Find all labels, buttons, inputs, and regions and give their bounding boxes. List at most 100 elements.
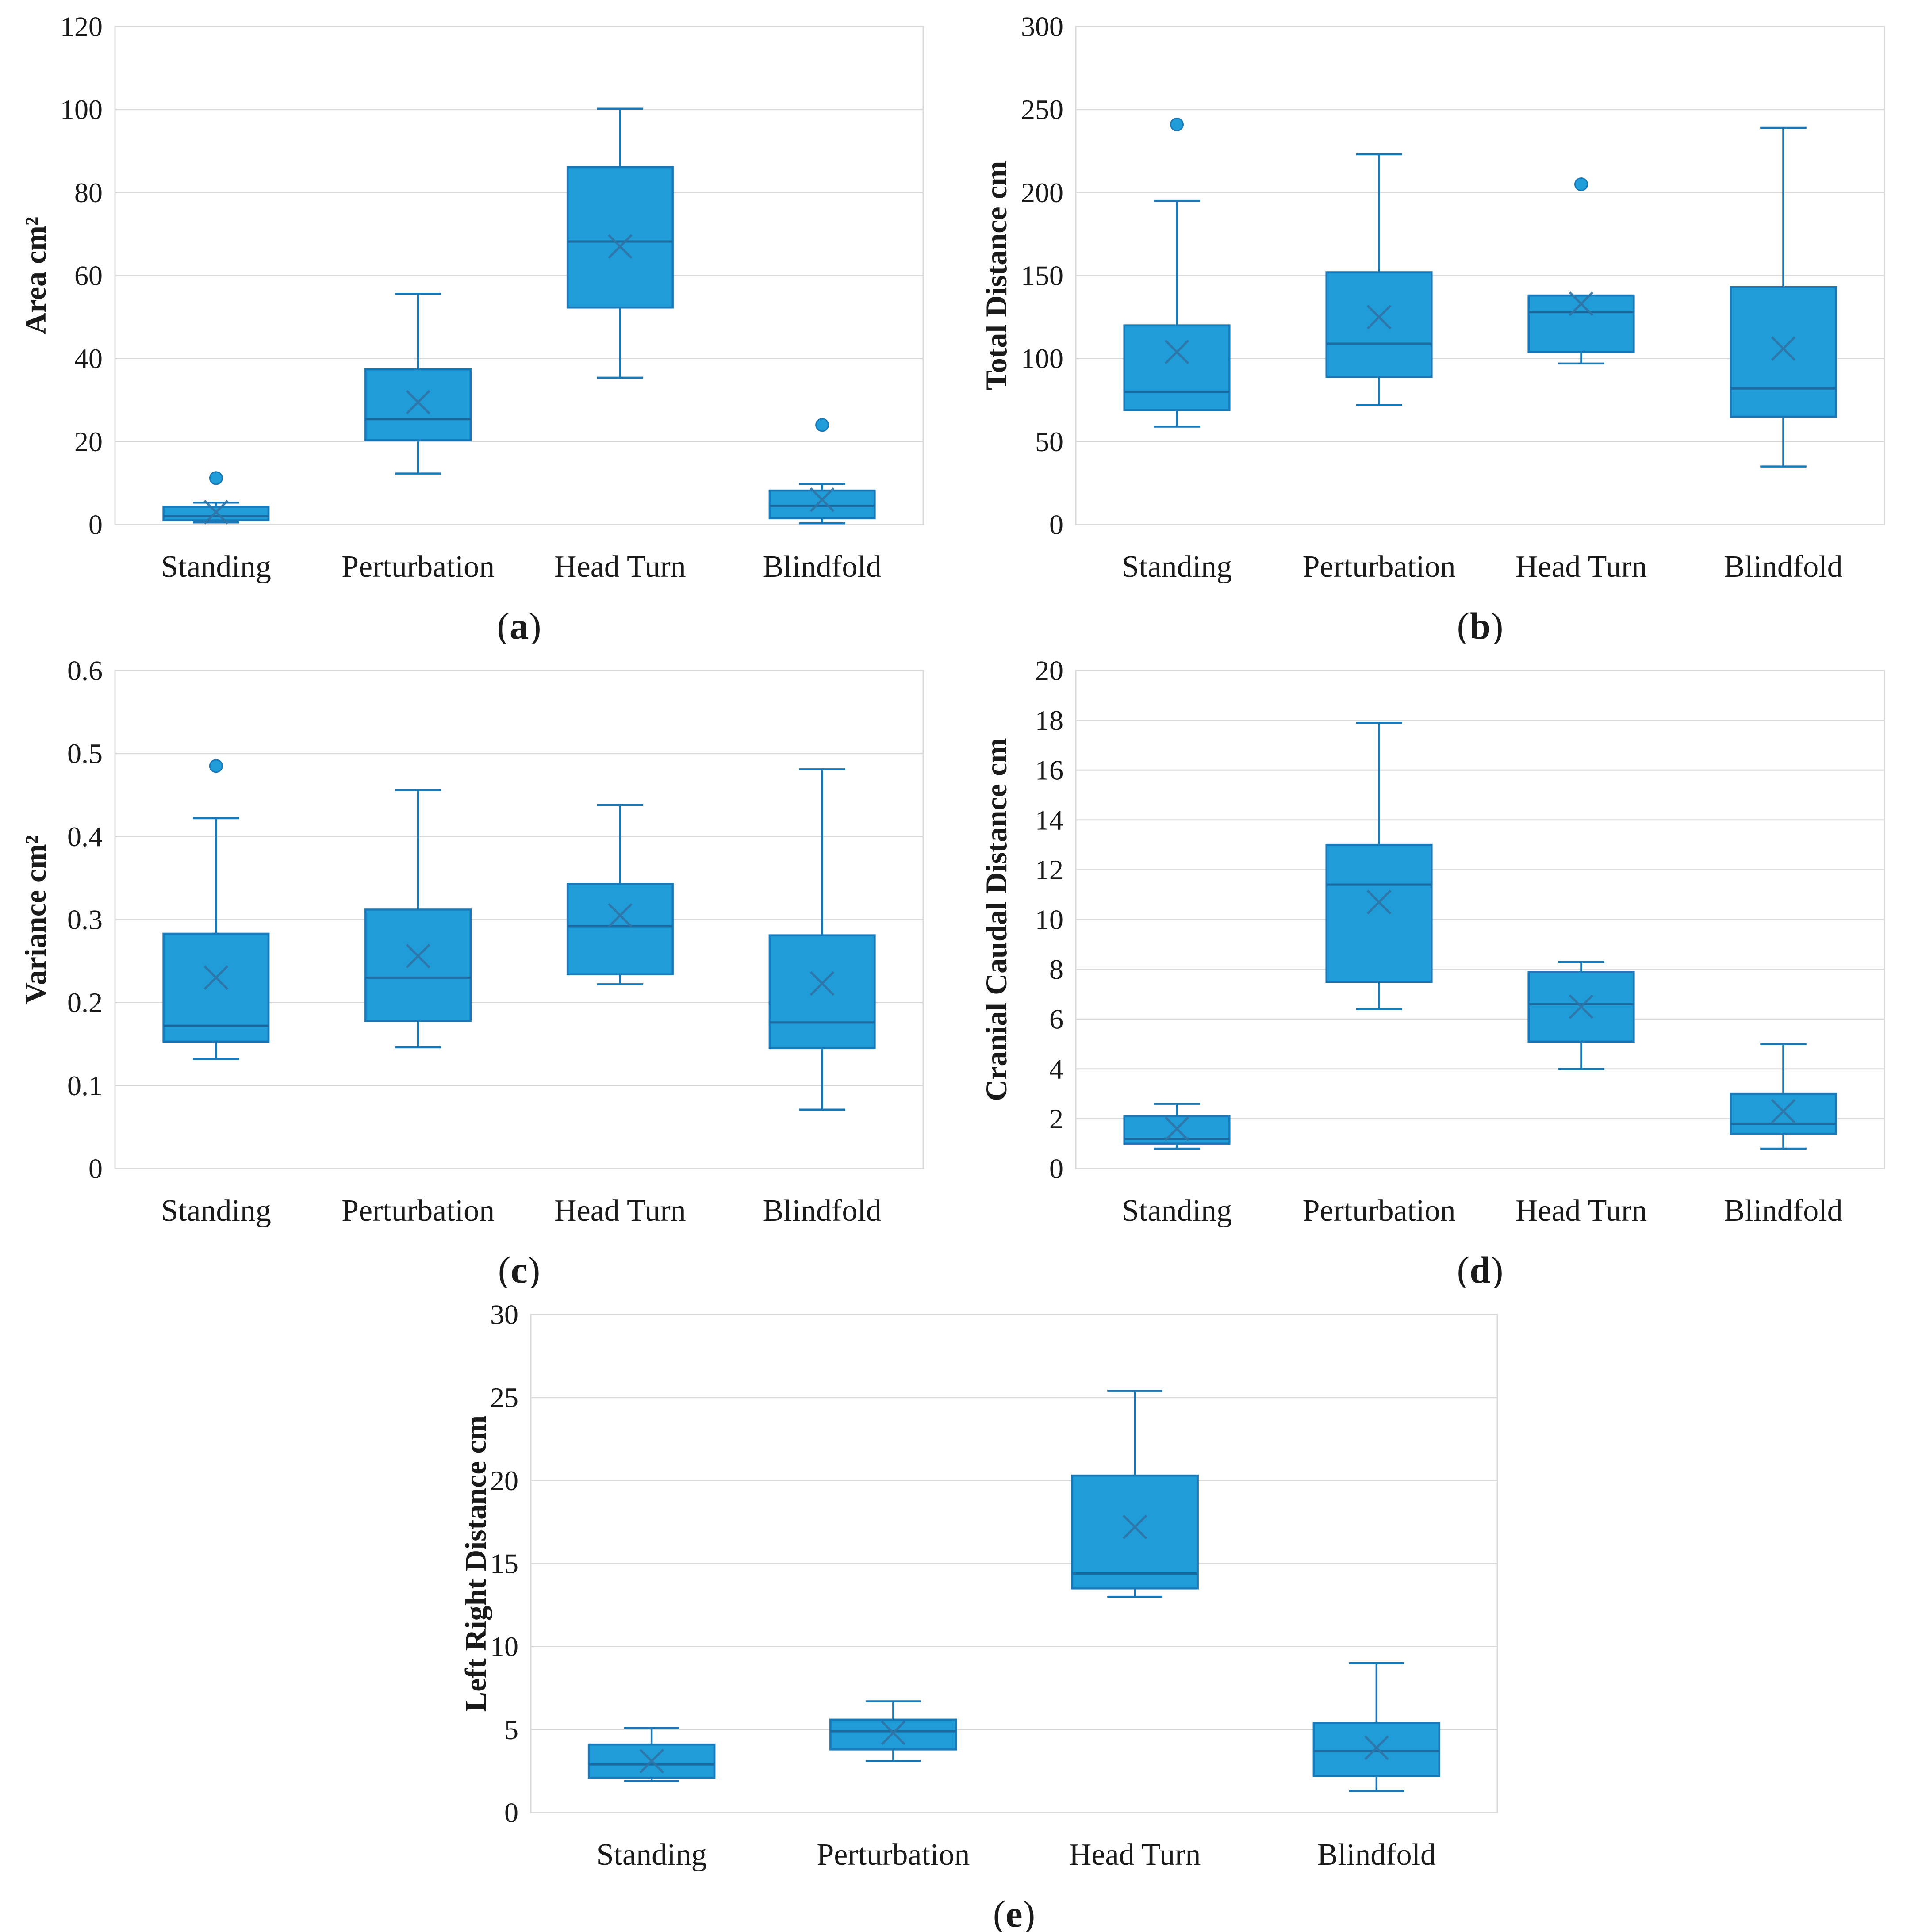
category-label: Blindfold xyxy=(1724,1194,1842,1228)
mean-marker xyxy=(406,943,430,969)
y-tick-label: 0 xyxy=(88,1153,103,1184)
box-rect xyxy=(1071,1474,1199,1590)
y-tick-label: 18 xyxy=(1035,705,1063,736)
y-tick-label: 200 xyxy=(1021,177,1063,208)
mean-marker xyxy=(1366,305,1392,330)
box-blindfold xyxy=(768,418,876,525)
category-label: Head Turn xyxy=(554,550,686,584)
box-perturbation xyxy=(364,293,472,475)
panel-caption: (c) xyxy=(498,1249,540,1288)
y-axis-title: Area cm² xyxy=(19,217,52,334)
y-tick-label: 0 xyxy=(1049,1153,1063,1184)
y-tick-label: 20 xyxy=(1035,655,1063,686)
y-tick-label: 4 xyxy=(1049,1053,1063,1085)
mean-marker xyxy=(203,965,229,990)
box-blindfold xyxy=(1730,126,1837,468)
mean-marker xyxy=(1366,889,1392,915)
mean-marker xyxy=(809,487,835,512)
box-rect xyxy=(1325,843,1433,983)
category-label: Perturbation xyxy=(1302,1194,1455,1228)
outlier-point xyxy=(1170,117,1184,131)
y-tick-label: 80 xyxy=(74,177,103,208)
y-tick-label: 6 xyxy=(1049,1004,1063,1035)
plot-border xyxy=(114,26,924,525)
category-label: Perturbation xyxy=(1302,550,1455,584)
chart-panel-a: 0 20 40 60 80 100 120 Area cm² Standing Perturbat… xyxy=(0,0,961,644)
box-head-turn xyxy=(1527,961,1635,1070)
chart-panel-d: 0 2 4 6 8 10 12 14 16 18 20 Cranial Caudal Distance… xyxy=(961,644,1922,1288)
plot-border xyxy=(1075,670,1885,1169)
category-label: Head Turn xyxy=(1515,1194,1647,1228)
box-rect xyxy=(162,932,270,1043)
box-head-turn xyxy=(1527,177,1635,365)
mean-marker xyxy=(406,390,430,414)
box-rect xyxy=(768,489,876,520)
y-tick-label: 0.6 xyxy=(67,655,103,686)
box-rect xyxy=(587,1743,716,1779)
y-axis-title: Variance cm² xyxy=(19,835,52,1004)
panel-caption: (a) xyxy=(497,605,541,644)
category-label: Standing xyxy=(161,1194,271,1228)
y-tick-label: 8 xyxy=(1049,954,1063,985)
mean-marker xyxy=(1122,1514,1147,1540)
box-head-turn xyxy=(1071,1390,1199,1598)
y-tick-label: 0.3 xyxy=(67,904,103,935)
mean-marker xyxy=(809,971,835,996)
plot-border xyxy=(530,1314,1498,1813)
chart-panel-e: 0 5 10 15 20 25 30 Left Right Distance cm Standi… xyxy=(442,1288,1504,1932)
box-rect xyxy=(1312,1722,1441,1777)
box-perturbation xyxy=(829,1700,957,1762)
outlier-point xyxy=(209,471,223,485)
y-tick-label: 0.4 xyxy=(67,821,103,852)
chart-panel-c: 0 0.1 0.2 0.3 0.4 0.5 0.6 Variance cm² Standing P… xyxy=(0,644,961,1288)
y-tick-label: 0.5 xyxy=(67,738,103,769)
y-tick-label: 40 xyxy=(74,343,103,374)
y-tick-label: 150 xyxy=(1021,260,1063,291)
box-rect xyxy=(1123,324,1231,411)
y-tick-label: 12 xyxy=(1035,854,1063,886)
category-label: Perturbation xyxy=(341,550,495,584)
box-rect xyxy=(566,883,674,976)
box-perturbation xyxy=(364,789,472,1049)
y-axis-title: Total Distance cm xyxy=(979,161,1013,391)
box-rect xyxy=(1527,294,1635,353)
y-tick-label: 30 xyxy=(490,1299,518,1330)
box-rect xyxy=(1730,1092,1837,1135)
y-tick-label: 250 xyxy=(1021,94,1063,125)
mean-marker xyxy=(203,500,229,525)
box-head-turn xyxy=(566,107,674,379)
y-tick-label: 20 xyxy=(74,426,103,457)
mean-marker xyxy=(1364,1735,1389,1760)
mean-marker xyxy=(608,234,633,259)
boxplot-svg-e: 0 5 10 15 20 25 30 Left Right Distance cm Standi… xyxy=(459,1299,1498,1932)
y-axis-title: Cranial Caudal Distance cm xyxy=(979,738,1013,1101)
mean-marker xyxy=(1569,291,1594,316)
mean-marker xyxy=(1164,1116,1189,1141)
mean-marker xyxy=(1569,994,1594,1019)
boxplot-svg-c: 0 0.1 0.2 0.3 0.4 0.5 0.6 Variance cm² Standing P… xyxy=(19,655,924,1288)
boxplot-svg-d: 0 2 4 6 8 10 12 14 16 18 20 Cranial Caudal Distance… xyxy=(979,655,1885,1288)
category-label: Standing xyxy=(1122,1194,1232,1228)
y-tick-label: 10 xyxy=(490,1631,518,1662)
box-rect xyxy=(1325,271,1433,378)
y-tick-label: 60 xyxy=(74,260,103,291)
category-label: Head Turn xyxy=(1069,1838,1201,1872)
box-standing xyxy=(1123,117,1231,428)
plot-border xyxy=(1075,26,1885,525)
mean-marker xyxy=(639,1748,664,1774)
box-blindfold xyxy=(768,768,876,1111)
panel-caption: (d) xyxy=(1457,1249,1503,1288)
plot-border xyxy=(114,670,924,1169)
category-label: Head Turn xyxy=(1515,550,1647,584)
category-label: Standing xyxy=(161,550,271,584)
box-rect xyxy=(566,166,674,309)
y-tick-label: 300 xyxy=(1021,11,1063,42)
y-tick-label: 5 xyxy=(504,1714,518,1745)
box-blindfold xyxy=(1312,1662,1441,1792)
y-tick-label: 50 xyxy=(1035,426,1063,457)
y-tick-label: 0 xyxy=(88,509,103,540)
box-rect xyxy=(768,934,876,1050)
panel-caption: (b) xyxy=(1457,605,1503,644)
y-axis-title: Left Right Distance cm xyxy=(459,1415,492,1712)
box-standing xyxy=(587,1727,716,1782)
